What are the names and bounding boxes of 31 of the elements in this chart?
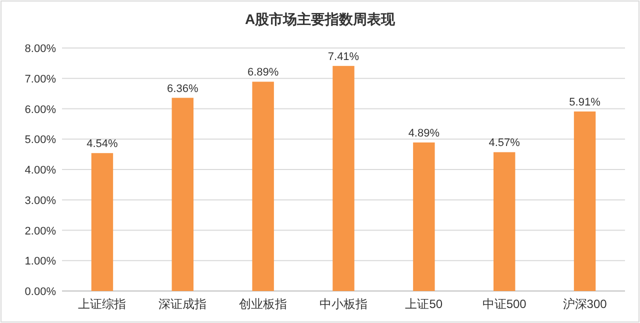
data-label: 7.41% <box>328 50 360 63</box>
chart-title: A股市场主要指数周表现 <box>244 11 396 27</box>
bar <box>332 66 354 291</box>
y-tick-label: 8.00% <box>24 43 56 55</box>
data-label: 4.89% <box>408 127 440 140</box>
bar <box>413 142 435 291</box>
y-tick-label: 0.00% <box>24 286 56 298</box>
x-tick-label: 创业板指 <box>239 297 288 311</box>
bar <box>252 82 274 291</box>
bar <box>494 152 516 291</box>
y-tick-label: 6.00% <box>24 104 56 116</box>
x-tick-label: 上证50 <box>405 297 443 311</box>
x-tick-label: 中小板指 <box>320 297 368 311</box>
x-tick-label: 沪深300 <box>562 297 608 311</box>
x-tick-label: 上证综指 <box>78 297 126 311</box>
y-tick-label: 2.00% <box>24 225 56 238</box>
bar <box>91 153 114 291</box>
x-tick-label: 中证500 <box>482 297 527 311</box>
y-tick-label: 5.00% <box>24 134 56 146</box>
data-label: 4.57% <box>488 137 520 150</box>
x-tick-label: 深证成指 <box>158 297 207 311</box>
y-tick-label: 3.00% <box>24 194 56 207</box>
data-label: 5.91% <box>569 96 601 108</box>
bar <box>172 98 194 291</box>
data-label: 6.36% <box>167 82 198 95</box>
data-label: 4.54% <box>86 138 118 150</box>
y-tick-label: 4.00% <box>24 164 56 176</box>
y-tick-label: 1.00% <box>24 256 56 268</box>
data-label: 6.89% <box>247 66 279 79</box>
y-tick-label: 7.00% <box>24 73 56 86</box>
bar <box>574 111 596 291</box>
